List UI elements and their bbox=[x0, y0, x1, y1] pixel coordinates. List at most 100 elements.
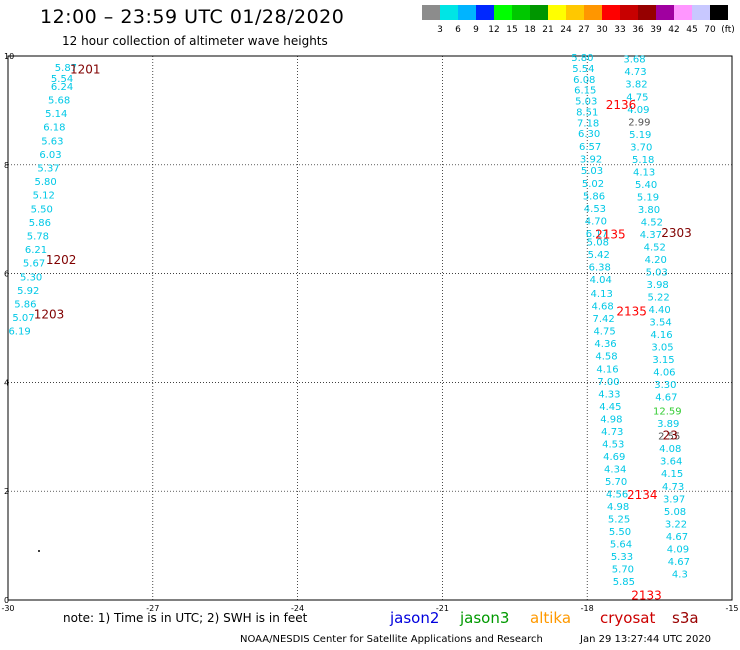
wave-height-value: 12.59 bbox=[653, 407, 682, 418]
wave-height-value: 4.98 bbox=[607, 502, 629, 513]
wave-height-value: 3.64 bbox=[660, 457, 682, 468]
wave-height-value: 5.50 bbox=[609, 527, 631, 538]
wave-height-value: 5.03 bbox=[646, 267, 668, 278]
wave-height-value: 2.55 bbox=[658, 432, 680, 443]
credit-line: NOAA/NESDIS Center for Satellite Applica… bbox=[240, 634, 543, 645]
colorbar-label: 15 bbox=[506, 25, 518, 35]
wave-height-value: 6.15 bbox=[574, 86, 596, 97]
wave-height-value: 4.75 bbox=[626, 92, 648, 103]
wave-height-value: 3.05 bbox=[651, 342, 673, 353]
colorbar-label: 39 bbox=[650, 25, 662, 35]
legend-s3a: s3a bbox=[672, 609, 699, 627]
wave-height-value: 4.68 bbox=[592, 302, 614, 313]
wave-height-value: 4.3 bbox=[672, 569, 688, 580]
wave-height-value: 3.22 bbox=[665, 519, 687, 530]
x-tick-label: -21 bbox=[436, 604, 449, 613]
time-label: 2135 bbox=[616, 305, 647, 319]
wave-height-value: 5.50 bbox=[31, 204, 53, 215]
colorbar-swatch bbox=[638, 5, 656, 20]
colorbar-swatch bbox=[422, 5, 440, 20]
wave-height-value: 4.52 bbox=[641, 217, 663, 228]
wave-height-value: 4.75 bbox=[593, 327, 615, 338]
footer-note: note: 1) Time is in UTC; 2) SWH is in fe… bbox=[63, 611, 308, 625]
colorbar-swatch bbox=[512, 5, 530, 20]
wave-height-value: 3.97 bbox=[663, 494, 685, 505]
colorbar-swatch bbox=[494, 5, 512, 20]
y-tick-label: 0 bbox=[4, 596, 9, 605]
wave-height-value: 5.12 bbox=[33, 191, 55, 202]
time-label: 2135 bbox=[595, 227, 626, 241]
colorbar-label: 30 bbox=[596, 25, 608, 35]
wave-height-value: 3.70 bbox=[630, 142, 652, 153]
x-tick-label: -30 bbox=[1, 604, 14, 613]
wave-height-value: 5.03 bbox=[575, 97, 597, 108]
x-tick-label: -27 bbox=[146, 604, 159, 613]
wave-height-value: 4.53 bbox=[584, 204, 606, 215]
colorbar-swatch bbox=[440, 5, 458, 20]
speck-dot bbox=[38, 550, 40, 552]
colorbar-swatch bbox=[620, 5, 638, 20]
colorbar-swatch bbox=[710, 5, 728, 20]
time-label: 1203 bbox=[34, 307, 65, 321]
legend-jason2: jason2 bbox=[390, 609, 440, 627]
colorbar-swatch bbox=[548, 5, 566, 20]
wave-height-value: 4.34 bbox=[604, 464, 626, 475]
time-label: 23 bbox=[663, 429, 678, 443]
wave-height-value: 5.86 bbox=[14, 300, 36, 311]
wave-height-value: 5.18 bbox=[632, 155, 654, 166]
wave-height-value: 5.68 bbox=[48, 96, 70, 107]
wave-height-value: 6.08 bbox=[573, 75, 595, 86]
wave-height-value: 7.00 bbox=[597, 377, 619, 388]
y-tick-label: 4 bbox=[4, 378, 9, 387]
wave-height-value: 5.80 bbox=[571, 53, 593, 64]
colorbar-swatch bbox=[458, 5, 476, 20]
wave-height-value: 5.85 bbox=[613, 577, 635, 588]
wave-height-value: 4.73 bbox=[662, 482, 684, 493]
wave-height-value: 5.78 bbox=[27, 232, 49, 243]
wave-height-value: 4.53 bbox=[602, 439, 624, 450]
colorbar-label: 3 bbox=[437, 25, 443, 35]
colorbar-swatch bbox=[584, 5, 602, 20]
generated-timestamp: Jan 29 13:27:44 UTC 2020 bbox=[580, 634, 712, 645]
wave-height-value: 6.30 bbox=[578, 129, 600, 140]
legend-altika: altika bbox=[530, 609, 572, 627]
wave-height-value: 5.42 bbox=[588, 250, 610, 261]
wave-height-value: 5.54 bbox=[51, 74, 73, 85]
time-label: 2133 bbox=[631, 589, 662, 603]
wave-height-value: 6.18 bbox=[43, 123, 65, 134]
colorbar-label: 42 bbox=[668, 25, 680, 35]
wave-height-value: 4.15 bbox=[661, 469, 683, 480]
time-label: 2134 bbox=[627, 488, 658, 502]
colorbar-swatch bbox=[602, 5, 620, 20]
wave-height-value: 3.30 bbox=[654, 380, 676, 391]
y-tick-label: 6 bbox=[4, 270, 9, 279]
wave-height-value: 8.51 bbox=[576, 107, 598, 118]
wave-height-value: 6.17 bbox=[586, 229, 608, 240]
wave-height-value: 5.64 bbox=[610, 539, 632, 550]
wave-height-value: 5.08 bbox=[664, 507, 686, 518]
wave-height-value: 6.19 bbox=[8, 327, 30, 338]
wave-height-value: 4.73 bbox=[624, 67, 646, 78]
wave-height-value: 4.52 bbox=[644, 242, 666, 253]
wave-height-value: 4.67 bbox=[655, 393, 677, 404]
colorbar-swatch bbox=[566, 5, 584, 20]
wave-height-value: 5.25 bbox=[608, 514, 630, 525]
colorbar-label: 27 bbox=[578, 25, 590, 35]
colorbar-label: 33 bbox=[614, 25, 626, 35]
wave-height-value: 6.57 bbox=[579, 142, 601, 153]
colorbar-label: (ft) bbox=[721, 25, 735, 35]
colorbar-swatch bbox=[674, 5, 692, 20]
colorbar-swatch bbox=[530, 5, 548, 20]
wave-height-value: 4.58 bbox=[595, 352, 617, 363]
wave-height-value: 5.40 bbox=[635, 180, 657, 191]
wave-height-value: 5.03 bbox=[581, 166, 603, 177]
map-subtitle: 12 hour collection of altimeter wave hei… bbox=[62, 34, 328, 48]
wave-height-value: 4.04 bbox=[590, 275, 612, 286]
wave-height-value: 3.92 bbox=[580, 154, 602, 165]
wave-height-value: 5.92 bbox=[17, 286, 39, 297]
plot-frame bbox=[7, 55, 733, 601]
wave-height-value: 5.70 bbox=[605, 477, 627, 488]
wave-height-value: 4.13 bbox=[633, 167, 655, 178]
wave-height-value: 5.08 bbox=[587, 238, 609, 249]
wave-height-value: 5.70 bbox=[612, 564, 634, 575]
